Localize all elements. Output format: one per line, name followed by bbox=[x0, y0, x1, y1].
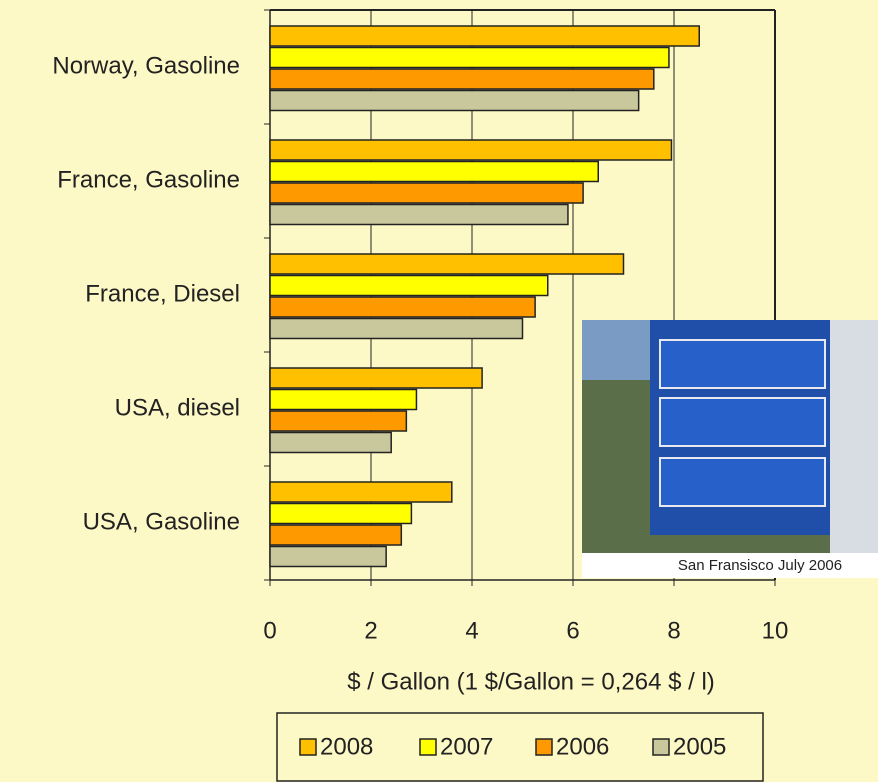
legend-swatch bbox=[299, 738, 317, 756]
bar bbox=[269, 89, 640, 112]
bar bbox=[269, 182, 584, 204]
caption-bg bbox=[582, 553, 878, 578]
legend-box bbox=[276, 712, 764, 782]
x-tick-label: 0 bbox=[263, 617, 276, 644]
bar bbox=[269, 502, 413, 525]
x-tick-label: 8 bbox=[667, 617, 680, 644]
bar bbox=[269, 524, 403, 546]
bar bbox=[269, 367, 483, 389]
x-tick-label: 6 bbox=[566, 617, 579, 644]
sign-panel bbox=[659, 397, 826, 447]
x-tick-label: 10 bbox=[762, 617, 789, 644]
bar bbox=[269, 139, 673, 161]
bar bbox=[269, 481, 453, 503]
y-tick-label: Norway, Gasoline bbox=[52, 52, 240, 79]
bar bbox=[269, 203, 569, 226]
legend-swatch bbox=[535, 738, 553, 756]
y-tick-label: France, Diesel bbox=[85, 280, 240, 307]
y-tick-label: USA, diesel bbox=[115, 394, 240, 421]
sign-panel bbox=[659, 457, 826, 507]
x-axis-title: $ / Gallon (1 $/Gallon = 0,264 $ / l) bbox=[347, 668, 715, 695]
legend-label: 2005 bbox=[673, 733, 726, 760]
bar bbox=[269, 25, 700, 47]
photo-caption: San Fransisco July 2006 bbox=[678, 557, 842, 574]
bar bbox=[269, 431, 392, 454]
bar bbox=[269, 274, 549, 297]
bar bbox=[269, 410, 408, 432]
bar bbox=[269, 68, 655, 90]
x-tick-label: 4 bbox=[465, 617, 478, 644]
bar bbox=[269, 46, 670, 69]
legend-label: 2007 bbox=[440, 733, 493, 760]
bar bbox=[269, 160, 599, 183]
y-tick-label: USA, Gasoline bbox=[83, 508, 240, 535]
legend-swatch bbox=[419, 738, 437, 756]
bar bbox=[269, 388, 418, 411]
y-tick-label: France, Gasoline bbox=[57, 166, 240, 193]
x-tick-label: 2 bbox=[364, 617, 377, 644]
legend-swatch bbox=[652, 738, 670, 756]
bar bbox=[269, 253, 625, 275]
bar bbox=[269, 317, 524, 340]
legend-label: 2008 bbox=[320, 733, 373, 760]
bar bbox=[269, 296, 536, 318]
legend-label: 2006 bbox=[556, 733, 609, 760]
sign-panel bbox=[659, 339, 826, 389]
bar bbox=[269, 545, 387, 568]
photo: San Fransisco July 2006 bbox=[582, 320, 878, 578]
pole bbox=[830, 320, 878, 553]
